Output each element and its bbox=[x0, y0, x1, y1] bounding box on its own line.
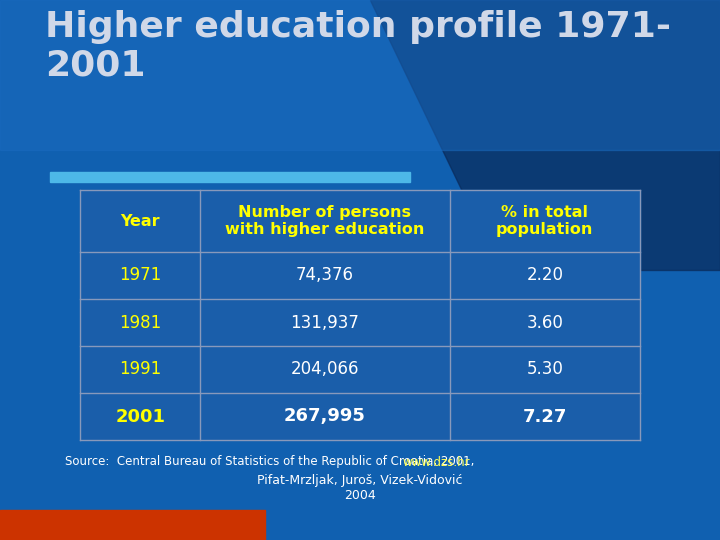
Text: Number of persons
with higher education: Number of persons with higher education bbox=[225, 205, 425, 237]
Bar bbox=[80, 190, 640, 440]
Bar bbox=[50, 172, 410, 182]
Text: 2001: 2001 bbox=[115, 408, 165, 426]
Text: 2.20: 2.20 bbox=[526, 267, 563, 285]
Text: Higher education profile 1971-: Higher education profile 1971- bbox=[45, 10, 671, 44]
Text: Pifat-Mrzljak, Juroš, Vizek-Vidović
2004: Pifat-Mrzljak, Juroš, Vizek-Vidović 2004 bbox=[257, 474, 463, 502]
Text: % in total
population: % in total population bbox=[496, 205, 593, 237]
Text: 1991: 1991 bbox=[119, 361, 161, 379]
Text: 1981: 1981 bbox=[119, 314, 161, 332]
Text: 2001: 2001 bbox=[45, 48, 145, 82]
Text: 1971: 1971 bbox=[119, 267, 161, 285]
Text: Source:  Central Bureau of Statistics of the Republic of Croatia, 2001,: Source: Central Bureau of Statistics of … bbox=[65, 456, 482, 469]
Bar bbox=[0, 0, 720, 150]
Text: www.dzs.hr: www.dzs.hr bbox=[402, 456, 470, 469]
Text: 267,995: 267,995 bbox=[284, 408, 366, 426]
Text: 131,937: 131,937 bbox=[291, 314, 359, 332]
Text: Year: Year bbox=[120, 213, 160, 228]
Bar bbox=[0, 510, 265, 540]
Text: 5.30: 5.30 bbox=[526, 361, 563, 379]
Text: 7.27: 7.27 bbox=[523, 408, 567, 426]
Text: 74,376: 74,376 bbox=[296, 267, 354, 285]
Text: 204,066: 204,066 bbox=[291, 361, 359, 379]
Text: 3.60: 3.60 bbox=[526, 314, 563, 332]
Polygon shape bbox=[370, 0, 720, 270]
